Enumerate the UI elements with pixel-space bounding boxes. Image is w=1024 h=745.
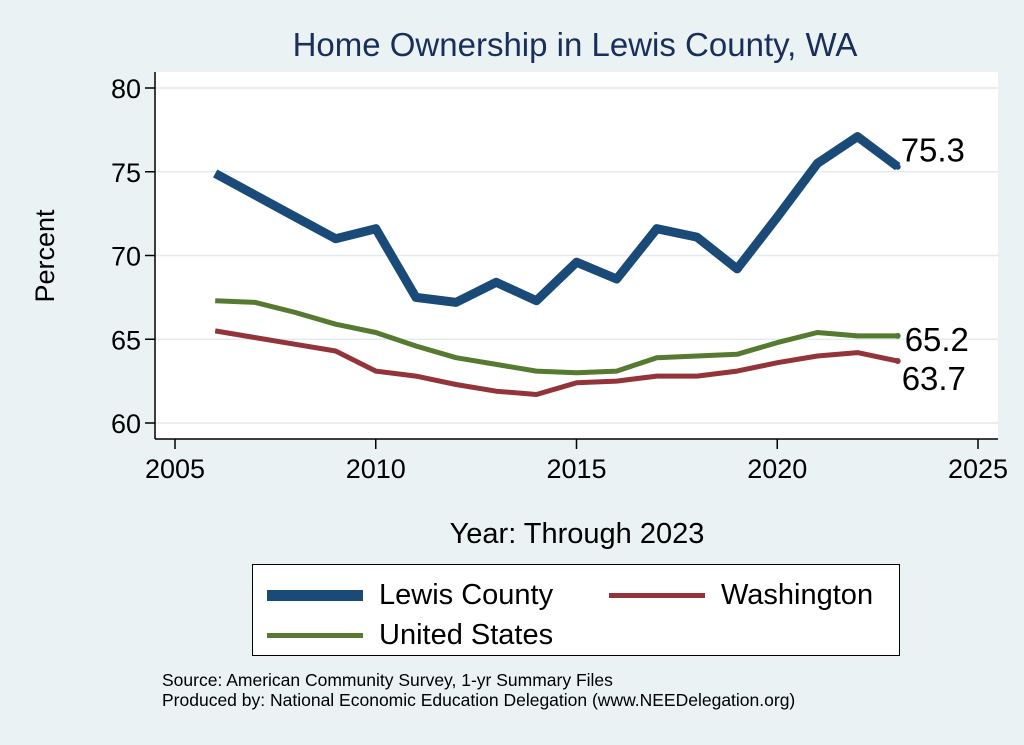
end-point-washington	[894, 358, 901, 365]
series-layer	[213, 132, 901, 397]
axes: 60 65 70 75 80 2005 2010 2015 2020 2025	[111, 72, 1008, 484]
end-label-lewis-county: 75.3	[901, 132, 965, 169]
legend-swatch-lewis-county	[267, 590, 363, 601]
y-tick-label: 80	[111, 74, 141, 104]
y-tick-label: 65	[111, 325, 141, 355]
legend-item-lewis-county: Lewis County	[267, 579, 553, 612]
series-line-lewis-county	[213, 132, 901, 307]
chart-title: Home Ownership in Lewis County, WA	[292, 26, 858, 63]
end-label-united-states: 65.2	[905, 321, 969, 358]
y-tick-label: 70	[111, 242, 141, 272]
source-note: Source: American Community Survey, 1-yr …	[162, 670, 613, 690]
series-line-united-states	[215, 298, 898, 376]
legend-label-united-states: United States	[379, 619, 554, 651]
y-axis-label: Percent	[30, 209, 60, 303]
x-tick-label: 2005	[145, 454, 205, 484]
legend-swatch-united-states	[267, 633, 363, 638]
grid-lines	[155, 87, 998, 424]
produced-by-note: Produced by: National Economic Education…	[162, 690, 796, 710]
y-tick-label: 60	[111, 409, 141, 439]
legend-swatch-washington	[609, 593, 705, 598]
y-tick-label: 75	[111, 158, 141, 188]
x-tick-label: 2010	[346, 454, 406, 484]
x-tick-label: 2025	[948, 454, 1008, 484]
series-line-washington	[214, 328, 899, 397]
x-tick-label: 2020	[747, 454, 807, 484]
legend-item-united-states: United States	[267, 619, 553, 652]
legend-label-lewis-county: Lewis County	[379, 579, 554, 611]
legend: Lewis County Washington United States	[252, 564, 900, 656]
line-chart: 60 65 70 75 80 2005 2010 2015 2020 2025 75.3 63.76…	[30, 72, 1008, 550]
end-point-lewis-county	[894, 163, 901, 170]
end-labels: 75.3 63.765.2	[901, 132, 969, 397]
end-label-washington: 63.7	[902, 360, 966, 397]
legend-label-washington: Washington	[721, 579, 874, 611]
legend-item-washington: Washington	[609, 579, 873, 612]
x-tick-label: 2015	[546, 454, 606, 484]
x-axis-label: Year: Through 2023	[450, 518, 705, 550]
end-point-united-states	[894, 332, 901, 339]
